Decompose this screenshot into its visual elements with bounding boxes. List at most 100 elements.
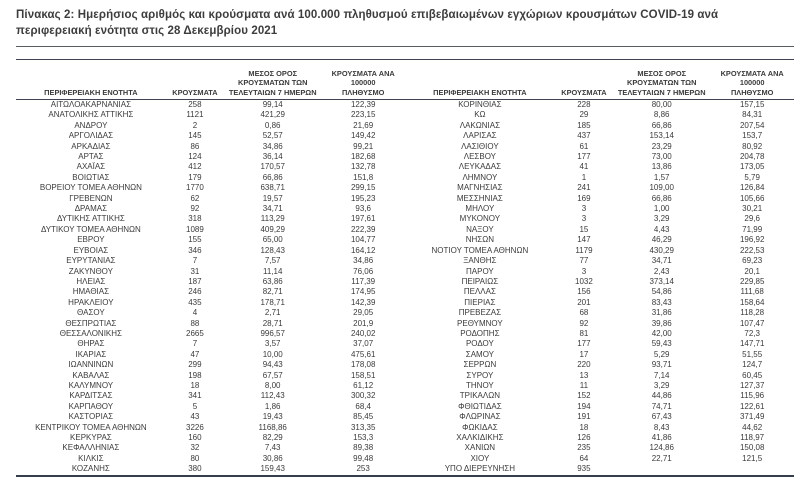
value-cell: 128,43 (260, 245, 285, 255)
value-cell: 112,43 (260, 391, 285, 401)
region-name-cell: ΒΟΙΩΤΙΑΣ (72, 172, 110, 182)
region-name-cell: ΚΩ (474, 110, 486, 120)
value-cell: 3,29 (653, 214, 670, 224)
value-cell: 3,57 (264, 339, 281, 349)
table-row: ΚΑΒΑΛΑΣ 198 67,57 158,51 (16, 371, 405, 381)
table-row: ΡΟΔΟΠΗΣ 81 42,00 72,3 (405, 329, 794, 339)
table-body-left: ΑΙΤΩΛΟΑΚΑΡΝΑΝΙΑΣ 258 99,14 122,39 ΑΝΑΤΟΛΙΚΗΣ… (16, 100, 405, 475)
region-name-cell: ΔΡΑΜΑΣ (74, 204, 108, 214)
value-cell: 179 (188, 172, 202, 182)
table-row: ΣΕΡΡΩΝ 220 93,71 124,7 (405, 360, 794, 370)
table-row: ΕΒΡΟΥ 155 65,00 104,77 (16, 235, 405, 245)
value-cell: 145 (188, 131, 202, 141)
region-name-cell: ΚΑΒΑΛΑΣ (72, 370, 110, 380)
table-row: ΣΑΜΟΥ 17 5,29 51,55 (405, 350, 794, 360)
table-row: ΛΑΣΙΘΙΟΥ 61 23,29 80,92 (405, 142, 794, 152)
value-cell: 3226 (186, 422, 204, 432)
value-cell: 222,39 (350, 224, 376, 234)
value-cell: 178,08 (350, 360, 376, 370)
value-cell: 118,28 (740, 308, 765, 318)
table-row: ΧΑΝΙΩΝ 235 124,86 150,08 (405, 443, 794, 453)
value-cell: 228 (577, 100, 591, 109)
region-name-cell: ΜΑΓΝΗΣΙΑΣ (457, 183, 503, 193)
value-cell: 380 (188, 464, 202, 474)
value-cell: 118,97 (740, 433, 765, 442)
table-row: ΛΑΚΩΝΙΑΣ 185 66,86 207,54 (405, 121, 794, 131)
value-cell: 72,3 (744, 328, 760, 338)
table-row: ΚΟΖΑΝΗΣ 380 159,43 253 (16, 464, 405, 474)
table-row: ΧΙΟΥ 64 22,71 121,5 (405, 454, 794, 464)
table-header-row: ΠΕΡΙΦΕΡΕΙΑΚΗ ΕΝΟΤΗΤΑ ΚΡΟΥΣΜΑΤΑ ΜΕΣΟΣ ΟΡΟ… (405, 60, 794, 100)
value-cell: 207,54 (739, 120, 765, 130)
value-cell: 44,86 (651, 391, 672, 401)
value-cell: 11 (579, 380, 589, 390)
value-cell: 64 (579, 453, 589, 463)
value-cell: 43 (190, 412, 200, 422)
value-cell: 7 (192, 256, 198, 266)
value-cell: 341 (188, 391, 202, 401)
value-cell: 23,29 (651, 141, 672, 151)
value-cell: 127,37 (739, 380, 765, 390)
table-row: ΖΑΚΥΝΘΟΥ 31 11,14 76,06 (16, 267, 405, 277)
value-cell: 149,42 (350, 131, 376, 141)
table-row: ΛΑΡΙΣΑΣ 437 153,14 153,7 (405, 131, 794, 141)
region-name-cell: ΜΕΣΣΗΝΙΑΣ (456, 193, 503, 203)
table-row: ΘΕΣΣΑΛΟΝΙΚΗΣ 2665 996,57 240,02 (16, 329, 405, 339)
table-row: ΠΙΕΡΙΑΣ 201 83,43 158,64 (405, 298, 794, 308)
value-cell: 300,32 (350, 391, 376, 401)
value-cell: 3 (581, 204, 587, 214)
value-cell: 169 (577, 193, 591, 203)
region-name-cell: ΤΡΙΚΑΛΩΝ (459, 391, 500, 401)
region-name-cell: ΕΥΒΟΙΑΣ (73, 245, 109, 255)
value-cell: 164,12 (350, 245, 376, 255)
table-row: ΗΡΑΚΛΕΙΟΥ 435 178,71 142,39 (16, 298, 405, 308)
value-cell: 29,05 (353, 308, 374, 318)
table-row: ΦΛΩΡΙΝΑΣ 191 67,43 371,49 (405, 412, 794, 422)
value-cell: 5 (192, 401, 198, 411)
table-caption: Πίνακας 2: Ημερήσιος αριθμός και κρούσμα… (16, 9, 719, 37)
table-row: ΔΥΤΙΚΗΣ ΑΤΤΙΚΗΣ 318 113,29 197,61 (16, 214, 405, 224)
value-cell: 1,00 (653, 204, 670, 214)
value-cell: 20,1 (744, 266, 760, 276)
value-cell: 170,57 (260, 162, 285, 172)
value-cell: 107,47 (739, 318, 765, 328)
table-row: ΛΕΣΒΟΥ 177 73,00 204,78 (405, 152, 794, 162)
value-cell: 3 (581, 214, 587, 224)
value-cell: 54,86 (651, 287, 672, 297)
value-cell: 160 (188, 433, 202, 442)
region-name-cell: ΚΑΣΤΟΡΙΑΣ (68, 412, 114, 422)
table-row: ΠΡΕΒΕΖΑΣ 68 31,86 118,28 (405, 308, 794, 318)
value-cell: 60,45 (742, 370, 763, 380)
column-header-7day-average: ΜΕΣΟΣ ΟΡΟΣ ΚΡΟΥΣΜΑΤΩΝ ΤΩΝ ΤΕΛΕΥΤΑΙΩΝ 7 Η… (613, 60, 711, 100)
region-name-cell: ΝΑΞΟΥ (466, 224, 494, 234)
value-cell: 81 (579, 328, 589, 338)
region-name-cell: ΜΗΛΟΥ (465, 204, 495, 214)
region-name-cell: ΡΟΔΟΠΗΣ (460, 328, 500, 338)
value-cell: 258 (188, 100, 202, 109)
divider-line (16, 46, 794, 47)
table-row: ΚΑΛΥΜΝΟΥ 18 8,00 61,12 (16, 381, 405, 391)
region-name-cell: ΗΜΑΘΙΑΣ (72, 287, 110, 297)
column-header-7day-average: ΜΕΣΟΣ ΟΡΟΣ ΚΡΟΥΣΜΑΤΩΝ ΤΩΝ ΤΕΛΕΥΤΑΙΩΝ 7 Η… (224, 60, 322, 100)
table-row: ΚΟΡΙΝΘΙΑΣ 228 80,00 157,15 (405, 100, 794, 111)
covid-table-left-half: ΠΕΡΙΦΕΡΕΙΑΚΗ ΕΝΟΤΗΤΑ ΚΡΟΥΣΜΑΤΑ ΜΕΣΟΣ ΟΡΟ… (16, 60, 405, 475)
region-name-cell: ΑΧΑΪΑΣ (76, 162, 106, 172)
value-cell: 313,35 (350, 422, 376, 432)
table-row: ΡΟΔΟΥ 177 59,43 147,71 (405, 339, 794, 349)
region-name-cell: ΦΩΚΙΔΑΣ (462, 422, 498, 432)
value-cell: 3 (581, 266, 587, 276)
value-cell: 29,6 (744, 214, 760, 224)
region-name-cell: ΕΥΡΥΤΑΝΙΑΣ (66, 256, 116, 266)
value-cell: 85,45 (353, 412, 374, 422)
value-cell: 8,00 (264, 380, 281, 390)
value-cell: 147,71 (739, 339, 765, 349)
table-row: ΕΥΒΟΙΑΣ 346 128,43 164,12 (16, 246, 405, 256)
value-cell: 197,61 (350, 214, 376, 224)
value-cell: 437 (577, 131, 591, 141)
value-cell: 76,06 (353, 266, 374, 276)
value-cell: 47 (190, 349, 200, 359)
value-cell: 1032 (575, 276, 593, 286)
value-cell: 92 (190, 204, 200, 214)
value-cell: 74,71 (651, 401, 672, 411)
value-cell: 996,57 (260, 328, 285, 338)
